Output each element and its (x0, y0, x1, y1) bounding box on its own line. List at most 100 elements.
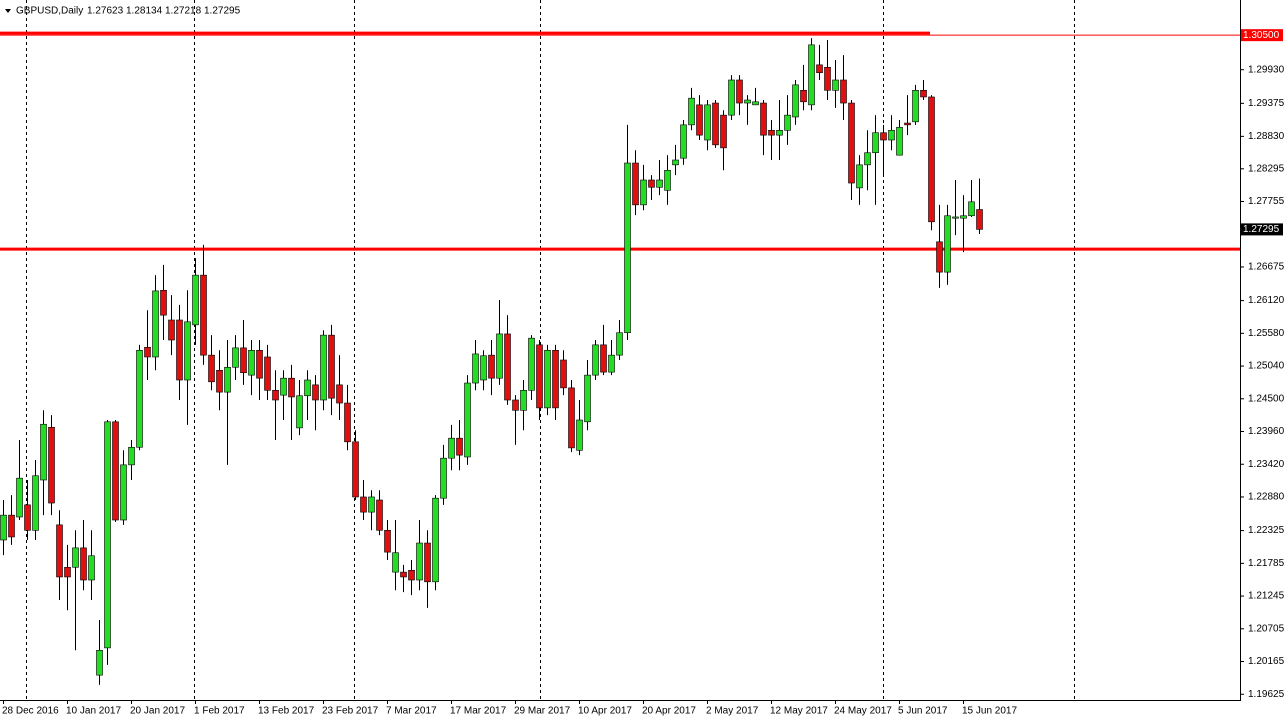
level-label: 1.30500 (1243, 30, 1280, 41)
ohlc-open: 1.27623 (87, 6, 124, 17)
bull-body (888, 130, 895, 141)
bull-body (320, 334, 327, 401)
bull-body (448, 437, 455, 459)
y-tick-label: 1.20705 (1248, 623, 1285, 634)
bull-body (792, 84, 799, 118)
price-label: 1.27295 (1243, 224, 1280, 235)
bear-body (816, 64, 823, 74)
bear-body (376, 499, 383, 531)
bear-body (824, 66, 831, 91)
bull-body (496, 333, 503, 379)
x-tick-label: 5 Jun 2017 (898, 706, 948, 717)
bear-body (760, 102, 767, 136)
bull-body (72, 547, 79, 568)
bull-body (688, 97, 695, 126)
bear-body (312, 384, 319, 401)
bull-body (96, 650, 103, 676)
bull-body (152, 290, 159, 358)
y-tick-label: 1.19625 (1248, 689, 1285, 700)
x-tick-label: 29 Mar 2017 (514, 706, 571, 717)
bull-body (368, 496, 375, 513)
bull-body (136, 350, 143, 448)
bear-body (64, 566, 71, 578)
y-tick-label: 1.26120 (1248, 295, 1285, 306)
menu-icon[interactable] (5, 9, 11, 13)
bull-body (784, 114, 791, 131)
bear-body (208, 354, 215, 383)
bear-body (648, 179, 655, 188)
bull-body (464, 382, 471, 458)
y-tick-label: 1.23420 (1248, 459, 1285, 470)
bull-body (128, 446, 135, 466)
bull-body (88, 555, 95, 581)
bear-body (800, 90, 807, 103)
chart-title: GBPUSD,Daily (16, 6, 83, 17)
y-tick-label: 1.24500 (1248, 393, 1285, 404)
bull-body (520, 390, 527, 411)
bull-body (960, 215, 967, 219)
bear-body (8, 514, 15, 538)
bull-body (104, 421, 111, 649)
ohlc-close: 1.27295 (204, 6, 241, 17)
bear-body (408, 570, 415, 581)
bull-body (192, 274, 199, 326)
bull-body (608, 354, 615, 373)
x-tick-label: 7 Mar 2017 (386, 706, 437, 717)
y-tick-label: 1.28295 (1248, 163, 1285, 174)
bull-body (672, 159, 679, 166)
bull-body (584, 374, 591, 423)
ohlc-low: 1.27218 (165, 6, 202, 17)
bull-body (664, 170, 671, 191)
x-tick-label: 2 May 2017 (706, 706, 759, 717)
bull-body (432, 497, 439, 583)
bear-body (632, 162, 639, 206)
y-tick-label: 1.26675 (1248, 262, 1285, 273)
bull-body (248, 350, 255, 376)
bear-body (512, 399, 519, 411)
bear-body (56, 524, 63, 578)
bear-body (240, 347, 247, 374)
bear-body (840, 79, 847, 104)
x-tick-label: 20 Jan 2017 (130, 706, 185, 717)
bear-body (712, 102, 719, 146)
ohlc-high: 1.28134 (126, 6, 163, 17)
bull-body (528, 337, 535, 391)
bull-body (40, 423, 47, 481)
bull-body (304, 379, 311, 397)
level-label-box (1241, 29, 1283, 42)
x-tick-label: 1 Feb 2017 (194, 706, 245, 717)
bear-body (696, 104, 703, 136)
bull-body (912, 90, 919, 123)
bull-body (472, 353, 479, 384)
bear-body (344, 402, 351, 443)
y-tick-label: 1.21785 (1248, 558, 1285, 569)
x-tick-label: 17 Mar 2017 (450, 706, 507, 717)
bull-body (680, 124, 687, 159)
y-tick-label: 1.25040 (1248, 361, 1285, 372)
x-tick-label: 10 Jan 2017 (66, 706, 121, 717)
bear-body (904, 122, 911, 126)
y-tick-label: 1.22880 (1248, 492, 1285, 503)
bull-body (120, 464, 127, 521)
bear-body (536, 344, 543, 409)
bull-body (704, 104, 711, 141)
bear-body (424, 542, 431, 583)
bull-body (952, 216, 959, 219)
bear-body (264, 356, 271, 391)
x-tick-label: 13 Feb 2017 (258, 706, 315, 717)
bull-body (224, 366, 231, 393)
bull-body (728, 79, 735, 116)
y-tick-label: 1.27755 (1248, 196, 1285, 207)
bull-body (440, 457, 447, 499)
bull-body (776, 130, 783, 136)
bull-body (968, 201, 975, 217)
bull-body (592, 344, 599, 376)
x-tick-label: 12 May 2017 (770, 706, 828, 717)
bear-body (360, 496, 367, 513)
bull-body (832, 79, 839, 91)
x-tick-label: 20 Apr 2017 (642, 706, 696, 717)
bear-body (488, 354, 495, 379)
